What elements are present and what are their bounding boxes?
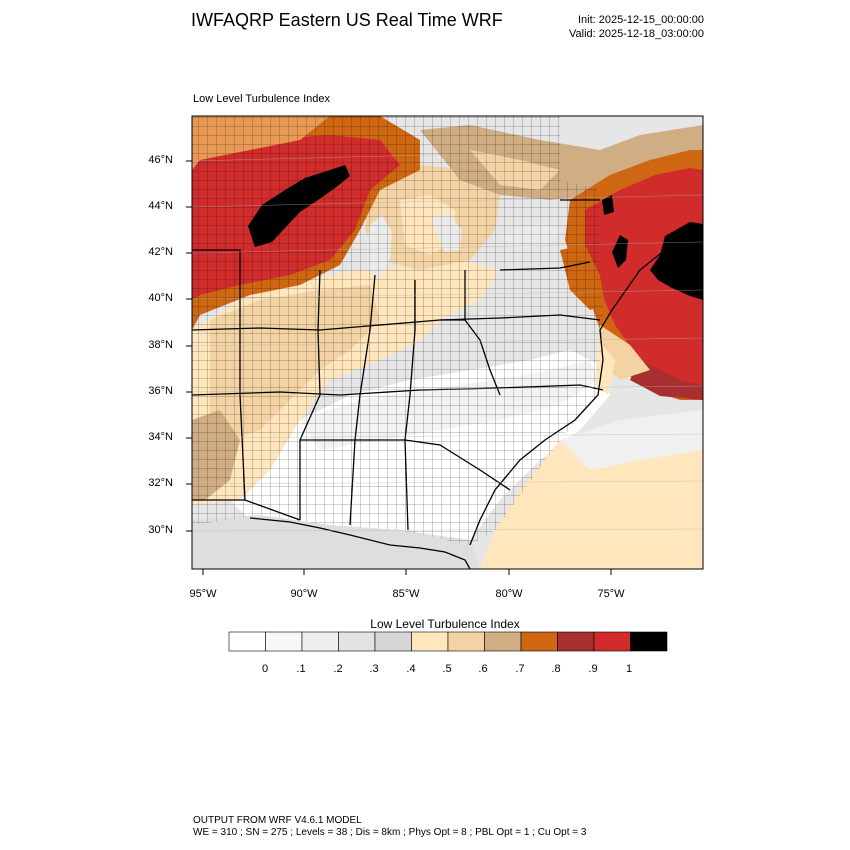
- lat-label: 38°N: [148, 339, 173, 351]
- colorbar-swatch: [630, 631, 668, 652]
- lon-label: 80°W: [495, 588, 523, 600]
- colorbar-swatch: [411, 631, 449, 652]
- colorbar-swatch: [447, 631, 485, 652]
- colorbar-tick-label: .7: [515, 663, 525, 675]
- colorbar-tick-label: .1: [296, 663, 306, 675]
- colorbar-tick-label: .8: [551, 663, 561, 675]
- colorbar: [228, 631, 668, 652]
- colorbar-tick-label: 1: [625, 663, 633, 675]
- colorbar-swatch: [374, 631, 412, 652]
- footer-line-1: OUTPUT FROM WRF V4.6.1 MODEL: [193, 815, 362, 826]
- valid-time: Valid: 2025-12-18_03:00:00: [569, 28, 704, 40]
- lat-label: 30°N: [148, 524, 173, 536]
- turbulence-field: [192, 116, 703, 569]
- lon-label: 90°W: [290, 588, 318, 600]
- colorbar-swatch: [301, 631, 339, 652]
- colorbar-tick-label: .2: [333, 663, 343, 675]
- colorbar-swatch: [484, 631, 522, 652]
- lat-label: 44°N: [148, 200, 173, 212]
- lat-label: 32°N: [148, 477, 173, 489]
- colorbar-tick-label: .4: [406, 663, 416, 675]
- plot-title: IWFAQRP Eastern US Real Time WRF: [191, 10, 503, 30]
- lat-label: 42°N: [148, 246, 173, 258]
- timestamp-block: Init: 2025-12-15_00:00:00 Valid: 2025-12…: [569, 13, 704, 41]
- field-label: Low Level Turbulence Index: [193, 93, 330, 105]
- lon-label: 85°W: [392, 588, 420, 600]
- colorbar-tick-label: .3: [369, 663, 379, 675]
- colorbar-title: Low Level Turbulence Index: [370, 617, 520, 631]
- footer-line-2: WE = 310 ; SN = 275 ; Levels = 38 ; Dis …: [193, 827, 587, 838]
- lon-label: 75°W: [597, 588, 625, 600]
- lat-label: 36°N: [148, 385, 173, 397]
- colorbar-swatch: [593, 631, 631, 652]
- colorbar-swatch: [557, 631, 595, 652]
- lon-label: 95°W: [189, 588, 217, 600]
- colorbar-tick-label: .9: [588, 663, 598, 675]
- colorbar-tick-label: .5: [442, 663, 452, 675]
- colorbar-tick-label: .6: [478, 663, 488, 675]
- colorbar-swatch: [228, 631, 266, 652]
- init-time: Init: 2025-12-15_00:00:00: [578, 14, 704, 26]
- lat-label: 40°N: [148, 292, 173, 304]
- model-footer: OUTPUT FROM WRF V4.6.1 MODEL WE = 310 ; …: [193, 815, 586, 839]
- lat-label: 46°N: [148, 154, 173, 166]
- lat-label: 34°N: [148, 431, 173, 443]
- colorbar-swatch: [520, 631, 558, 652]
- colorbar-tick-label: 0: [261, 663, 269, 675]
- colorbar-swatch: [338, 631, 376, 652]
- colorbar-swatch: [265, 631, 303, 652]
- map-frame: [191, 115, 704, 570]
